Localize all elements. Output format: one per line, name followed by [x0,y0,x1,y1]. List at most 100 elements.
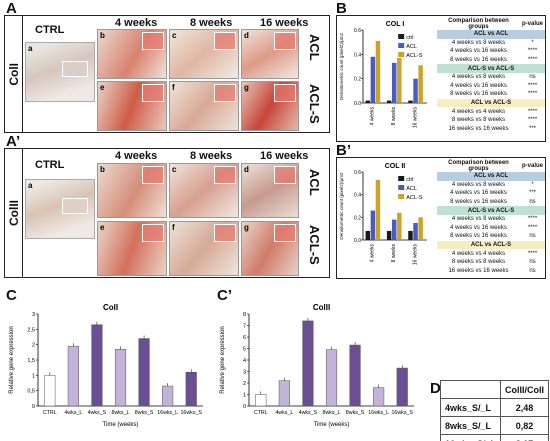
bar [375,40,381,103]
comparison-cell: 8 weeks vs 16 weeks [450,57,507,64]
x-tick-label: CTRL [254,410,268,416]
y-tick-label: 4 [243,358,246,364]
legend-label: ACL-S [406,195,423,201]
bar [418,65,423,103]
table-row: 4 weeks vs 16 weeks **** [437,224,545,233]
panel-label-c-prime: C’ [217,287,232,304]
inset [274,224,296,242]
legend-swatch [398,43,405,48]
bar [396,367,408,407]
bar [408,230,413,240]
comparison-cell: 8 weeks vs 16 weeks [450,199,507,206]
x-tick-label: 16 weeks [412,107,418,129]
table-row: 16 weeks vs 16 weeks *** [437,125,545,134]
side-label-acls: ACL-S [307,84,322,124]
table-header-row: ColII/ColI [439,380,550,399]
row-label-cell: 16wks_S/_L [439,434,502,441]
inset [62,61,88,77]
bar [413,78,418,103]
side-label-acl: ACL [307,169,322,196]
table-row: 8 weeks vs 16 weeks ns [437,198,545,207]
histology-tile: d [241,29,299,79]
side-label-acl: ACL [307,34,322,61]
histology-tile: c [169,163,239,218]
y-tick-label: 0.4 [354,193,361,199]
inset [62,198,88,214]
table-row: 8 weeks vs 8 weeks **** [437,116,545,125]
x-axis-label: Time (weeks) [103,422,139,428]
panel-b-box: COL I Densitometric count (pixel2)/µm2 0.0… [336,15,546,142]
pvalue-cell: **** [527,108,538,115]
pvalue-cell: ns [529,233,536,240]
y-tick-label: 3 [243,370,246,376]
bar [162,385,174,407]
x-tick-label: 4wks_S [299,410,318,416]
chart-title: COL I [386,21,405,28]
inset [214,166,236,184]
ctrl-image: a [25,179,95,239]
pvalue-cell: **** [527,57,538,64]
ratio-cell: 0,82 [500,416,550,435]
y-tick-label: 3 [32,312,35,318]
x-tick-label: 16 weeks [412,244,418,266]
panel-label-b-prime: B’ [336,142,351,159]
histology-tile: b [97,163,167,218]
table-section-row: ACL vs ACL-S [437,240,545,250]
y-tick-label: 1,5 [27,358,35,364]
bar [373,387,385,407]
histology-tile: f [169,221,239,276]
section-label: ACL vs ACL-S [470,100,512,107]
legend-label: ctrl [406,35,413,41]
inset [142,84,164,102]
panel-b-prime-box: COL II Densitometric count (pixel2)/µm2 0.… [336,157,546,279]
bar [370,210,376,240]
pvalue-cell: * [531,181,534,188]
y-axis-label: Densitometric count (pixel2)/µm2 [339,172,344,240]
table-row: 8 weeks vs 16 weeks **** [437,56,545,65]
legend-label: ACL-S [406,53,423,59]
side-label-acls: ACL-S [307,225,322,265]
bar [391,219,397,240]
tile-label: a [28,181,33,190]
week-label: 16 weeks [260,17,309,29]
legend-swatch [398,185,405,190]
legend-label: ctrl [406,177,413,183]
inset [142,32,164,50]
tile-label: e [100,83,105,92]
ctrl-label: CTRL [35,24,65,36]
histology-tile: c [169,29,239,79]
x-tick-label: 8 weeks [391,107,397,126]
pvalue-cell: ns [529,74,536,81]
ratio-cell: 2,48 [500,398,550,417]
table-section-row: ACL vs ACL-S [437,98,545,108]
bar [408,100,413,103]
bar [375,179,381,240]
y-tick-label: 5 [243,347,246,353]
bar [185,372,197,407]
section-label: ACL vs ACL [473,173,509,180]
y-tick-label: 0 [243,404,246,410]
x-tick-label: 8wks_L [323,410,341,416]
pvalue-cell: *** [528,190,536,197]
inset [274,32,296,50]
inset [142,224,164,242]
tile-label: f [172,223,175,232]
comparison-cell: 8 weeks vs 8 weeks [451,117,506,124]
histology-panel-col1: ColI a CTRL 4 weeks 8 weeks 16 weeks b c… [4,15,330,133]
comparison-cell: 8 weeks vs 16 weeks [450,233,507,240]
tile-label: a [28,44,33,53]
y-tick-label: 2,5 [27,327,35,333]
y-tick-label: 2 [243,381,246,387]
legend-swatch [398,34,405,39]
bar [413,223,418,240]
x-tick-label: 8wks_S [135,410,154,416]
comparison-cell: 16 weeks vs 16 weeks [448,125,509,132]
week-label: 8 weeks [190,17,233,29]
y-tick-label: 0 [32,404,35,410]
pvalue-cell: **** [527,82,538,89]
y-tick-label: 1 [32,373,35,379]
comparison-cell: 4 weeks vs 8 weeks [451,39,506,46]
pvalue-cell: **** [527,216,538,223]
histology-tile: d [241,163,299,218]
comparison-cell: 8 weeks vs 16 weeks [450,91,507,98]
